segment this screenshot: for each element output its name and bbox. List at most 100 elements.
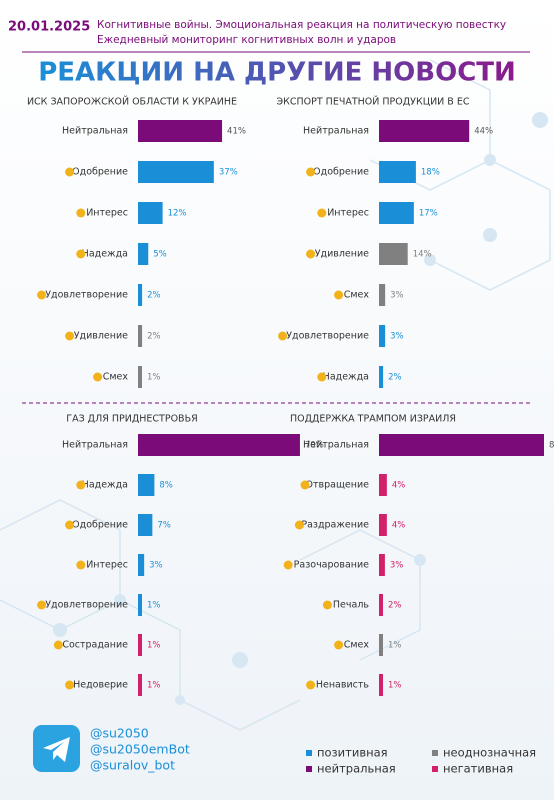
subtitle: Ежедневный мониторинг когнитивных волн и… (97, 34, 396, 46)
emoji-icon (65, 167, 75, 177)
emoji-icon (65, 520, 75, 530)
value-label: 5% (153, 250, 167, 260)
value-label: 7% (157, 521, 171, 531)
category-label: Печаль (333, 600, 369, 611)
chart-title: ПОДДЕРЖКА ТРАМПОМ ИЗРАИЛЯ (290, 414, 456, 425)
value-label: 4% (392, 481, 406, 491)
category-label: Удовлетворение (286, 331, 369, 342)
bar (138, 434, 300, 456)
value-label: 18% (421, 168, 440, 178)
category-label: Интерес (327, 208, 369, 219)
category-label: Смех (344, 640, 370, 651)
bar (138, 594, 142, 616)
value-label: 84% (549, 441, 554, 451)
value-label: 1% (388, 681, 402, 691)
value-label: 41% (227, 127, 246, 137)
value-label: 2% (388, 601, 402, 611)
bar (379, 514, 387, 536)
legend-label: нейтральная (317, 762, 396, 776)
chart-title: ИСК ЗАПОРОЖСКОЙ ОБЛАСТИ К УКРАИНЕ (27, 96, 237, 108)
bar (138, 554, 145, 576)
bar (379, 120, 470, 142)
bar (379, 434, 544, 456)
bar (379, 325, 386, 347)
value-label: 1% (147, 641, 161, 651)
emoji-icon (53, 640, 63, 650)
bar (379, 634, 383, 656)
bar (379, 243, 408, 265)
value-label: 4% (392, 521, 406, 531)
emoji-icon (76, 249, 86, 259)
node-decoration (53, 112, 548, 705)
category-label: Нейтральная (303, 440, 369, 451)
emoji-icon (76, 480, 86, 490)
value-label: 79% (305, 441, 324, 451)
emoji-icon (37, 290, 47, 300)
bar (138, 474, 155, 496)
legend-swatch (432, 750, 438, 756)
emoji-icon (93, 372, 103, 382)
legend-swatch (306, 766, 312, 772)
category-label: Интерес (86, 208, 128, 219)
bar (138, 634, 142, 656)
bar (379, 554, 385, 576)
emoji-icon (317, 208, 327, 218)
category-label: Сострадание (62, 640, 128, 651)
emoji-icon (37, 600, 47, 610)
handle[interactable]: @su2050 (90, 726, 149, 741)
bar (138, 325, 143, 347)
bar (138, 120, 223, 142)
category-label: Нейтральная (62, 440, 128, 451)
value-label: 1% (147, 601, 161, 611)
bar (138, 243, 149, 265)
emoji-icon (65, 680, 75, 690)
emoji-icon (65, 331, 75, 341)
handle[interactable]: @su2050emBot (90, 742, 190, 757)
value-label: 3% (390, 291, 404, 301)
legend-swatch (306, 750, 312, 756)
legend-swatch (432, 766, 438, 772)
category-label: Смех (344, 290, 370, 301)
value-label: 3% (390, 561, 404, 571)
emoji-icon (300, 480, 310, 490)
value-label: 17% (419, 209, 438, 219)
bar (379, 366, 384, 388)
value-label: 1% (147, 373, 161, 383)
value-label: 3% (390, 332, 404, 342)
legend-label: позитивная (317, 746, 388, 760)
category-label: Интерес (86, 560, 128, 571)
bar (138, 284, 143, 306)
emoji-icon (283, 560, 293, 570)
value-label: 14% (413, 250, 432, 260)
emoji-icon (322, 600, 332, 610)
emoji-icon (76, 208, 86, 218)
bar (138, 202, 163, 224)
category-label: Ненависть (316, 680, 370, 691)
handle[interactable]: @suralov_bot (90, 758, 175, 773)
value-label: 3% (149, 561, 163, 571)
category-label: Удивление (315, 249, 369, 260)
main-title: РЕАКЦИИ НА ДРУГИЕ НОВОСТИ (38, 58, 516, 88)
value-label: 1% (147, 681, 161, 691)
category-label: Нейтральная (303, 126, 369, 137)
category-label: Удовлетворение (45, 600, 128, 611)
chart-title: ЭКСПОРТ ПЕЧАТНОЙ ПРОДУКЦИИ В ЕС (277, 96, 470, 108)
emoji-icon (76, 560, 86, 570)
value-label: 8% (159, 481, 173, 491)
emoji-icon (334, 290, 344, 300)
legend-label: негативная (443, 762, 513, 776)
bar (379, 284, 386, 306)
legend-label: неоднозначная (443, 746, 536, 760)
bar (138, 674, 142, 696)
category-label: Одобрение (72, 167, 128, 178)
date: 20.01.2025 (8, 20, 90, 35)
bar (379, 202, 414, 224)
bar (379, 161, 416, 183)
category-label: Одобрение (313, 167, 369, 178)
value-label: 2% (147, 332, 161, 342)
emoji-icon (278, 331, 288, 341)
value-label: 1% (388, 641, 402, 651)
category-label: Разочарование (294, 560, 369, 571)
category-label: Удовлетворение (45, 290, 128, 301)
